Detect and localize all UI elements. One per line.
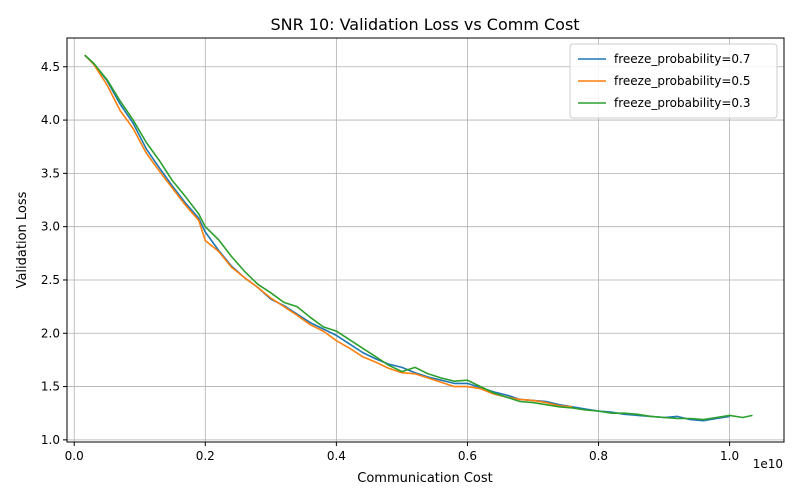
x-tick-label: 0.0 (65, 449, 84, 463)
y-tick-label: 2.5 (41, 273, 60, 287)
x-tick-label: 0.6 (458, 449, 477, 463)
legend-box (569, 43, 778, 119)
series-line (84, 54, 753, 421)
x-axis-label: Communication Cost (357, 471, 493, 486)
y-tick-label: 1.0 (41, 433, 60, 447)
legend-label: freeze_probability=0.3 (614, 96, 751, 110)
legend-label: freeze_probability=0.7 (614, 52, 751, 66)
legend-label: freeze_probability=0.5 (614, 74, 751, 88)
y-tick-label: 2.0 (41, 326, 60, 340)
y-tick-label: 4.5 (41, 60, 60, 74)
grid (67, 38, 784, 442)
x-tick-label: 1.0 (720, 449, 739, 463)
y-tick-label: 3.0 (41, 220, 60, 234)
y-tick-label: 4.0 (41, 113, 60, 127)
x-tick-label: 0.8 (589, 449, 608, 463)
chart-title: SNR 10: Validation Loss vs Comm Cost (270, 15, 579, 34)
axis-ticks: 0.0 0.2 0.4 0.6 0.8 1.0 1.0 1.5 2.0 2.5 3.0 3.5 4.0 4… (41, 60, 739, 463)
x-axis-scale-label: 1e10 (753, 457, 783, 471)
y-tick-label: 1.5 (41, 380, 60, 394)
series-lines (84, 54, 753, 422)
x-tick-label: 0.4 (327, 449, 346, 463)
legend: freeze_probability=0.7 freeze_probability… (569, 43, 778, 119)
series-line (84, 54, 573, 408)
x-tick-label: 0.2 (196, 449, 215, 463)
plot-frame (66, 37, 785, 443)
y-tick-label: 3.5 (41, 166, 60, 180)
y-axis-label: Validation Loss (15, 191, 30, 288)
